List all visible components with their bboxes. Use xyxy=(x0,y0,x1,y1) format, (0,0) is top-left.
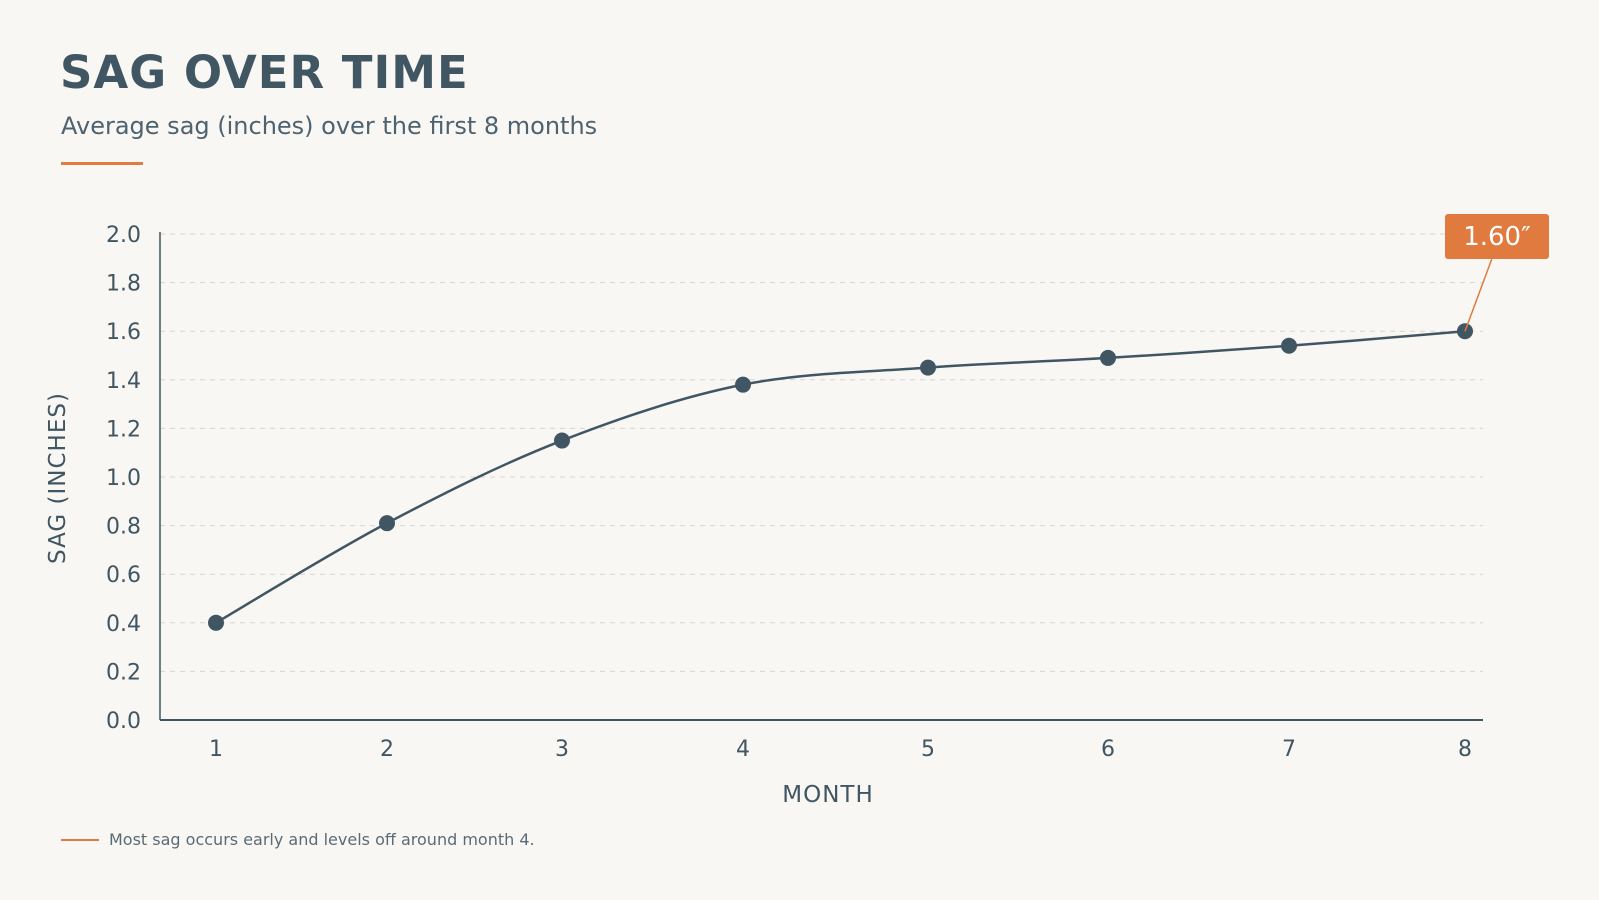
chart-subtitle: Average sag (inches) over the first 8 mo… xyxy=(61,112,598,140)
callout-label: 1.60″ xyxy=(1463,222,1531,252)
axis-layer xyxy=(159,232,1483,721)
x-tick-label: 3 xyxy=(555,737,569,762)
x-tick-label: 8 xyxy=(1458,737,1472,762)
callout-leader xyxy=(1464,258,1493,332)
chart-footnote: Most sag occurs early and levels off aro… xyxy=(61,830,535,849)
y-axis-title: SAG (INCHES) xyxy=(45,392,71,564)
x-tick-label: 6 xyxy=(1101,737,1115,762)
label-layer: 0.0 0.2 0.4 0.6 0.8 1.0 1.2 1.4 1.6 1.8 2.0 1 2 3 4 5 6 7… xyxy=(45,223,1472,808)
data-point xyxy=(920,359,936,376)
callout-layer: 1.60″ xyxy=(1445,214,1549,332)
point-layer xyxy=(208,323,1473,631)
data-point xyxy=(554,432,570,449)
y-tick-label: 0.6 xyxy=(106,563,141,588)
data-point xyxy=(379,515,395,532)
x-tick-label: 1 xyxy=(209,737,223,762)
footnote-text: Most sag occurs early and levels off aro… xyxy=(109,830,535,849)
data-point xyxy=(735,376,751,393)
y-tick-label: 1.8 xyxy=(106,272,141,297)
y-tick-label: 0.2 xyxy=(106,660,141,685)
line-layer xyxy=(215,329,1466,624)
series-line xyxy=(215,329,1466,624)
y-tick-label: 1.4 xyxy=(106,369,141,394)
title-accent-rule xyxy=(61,162,143,165)
x-tick-label: 2 xyxy=(380,737,394,762)
y-tick-label: 0.4 xyxy=(106,612,141,637)
chart-title: SAG OVER TIME xyxy=(60,46,469,99)
callout-box xyxy=(1445,214,1549,259)
y-tick-label: 1.0 xyxy=(106,466,141,491)
data-point xyxy=(1281,337,1297,354)
data-point xyxy=(208,614,224,631)
y-tick-label: 1.2 xyxy=(106,417,141,442)
x-tick-label: 7 xyxy=(1282,737,1296,762)
y-tick-label: 1.6 xyxy=(106,320,141,345)
y-tick-label: 0.0 xyxy=(106,709,141,734)
footnote-swatch xyxy=(61,838,99,841)
x-tick-label: 5 xyxy=(921,737,935,762)
x-tick-label: 4 xyxy=(736,737,750,762)
y-tick-label: 2.0 xyxy=(106,223,141,248)
y-tick-label: 0.8 xyxy=(106,515,141,540)
data-point xyxy=(1100,349,1116,366)
x-axis-title: MONTH xyxy=(782,782,874,808)
grid-layer xyxy=(160,233,1483,672)
